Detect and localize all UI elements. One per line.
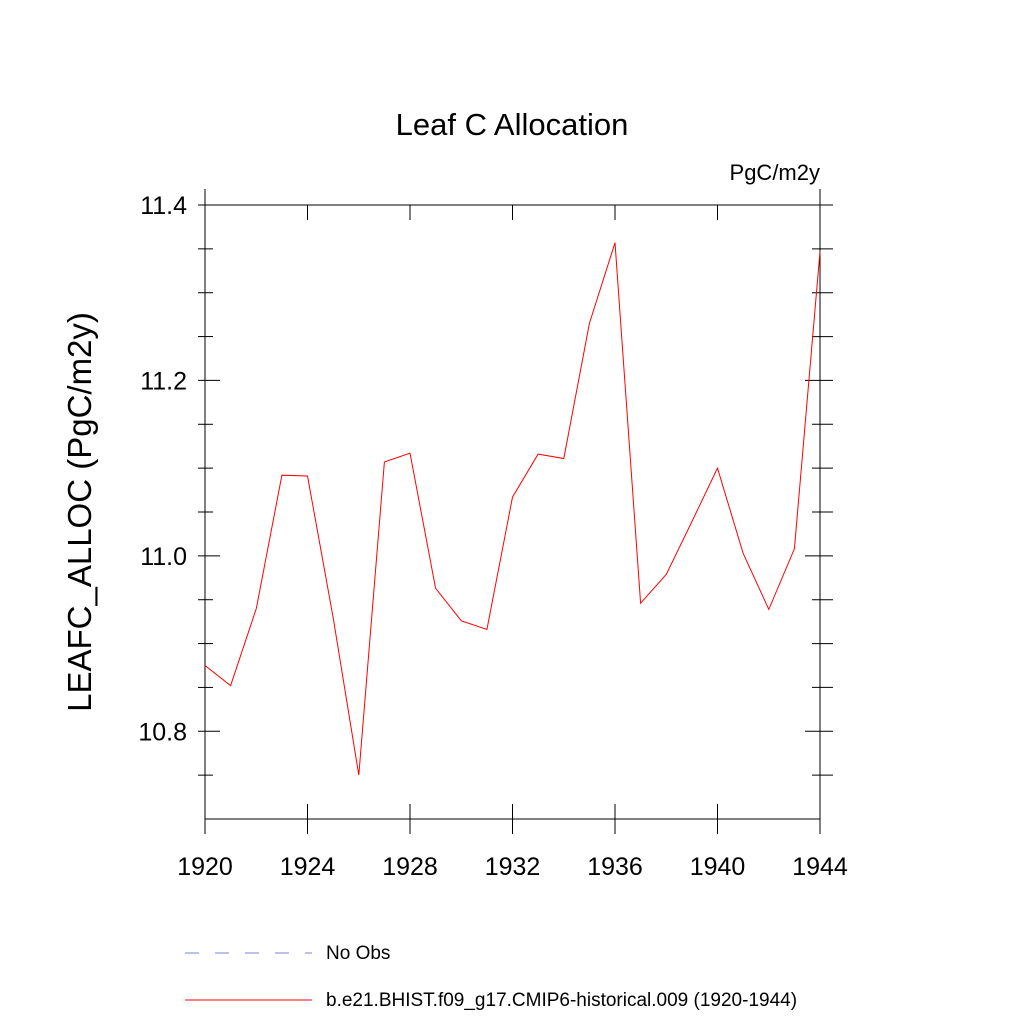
y-tick-labels: 10.8 11.0 11.2 11.4 [138, 192, 187, 746]
x-tick-label: 1920 [177, 853, 233, 881]
x-tick-label: 1924 [280, 853, 336, 881]
units-label: PgC/m2y [730, 160, 820, 185]
x-tick-label: 1944 [792, 853, 848, 881]
y-axis-label: LEAFC_ALLOC (PgC/m2y) [61, 312, 98, 712]
y-tick-label: 11.4 [140, 192, 187, 220]
y-axis-ticks [198, 189, 833, 776]
plot-frame [204, 204, 821, 820]
legend: No Obs b.e21.BHIST.f09_g17.CMIP6-histori… [185, 943, 797, 1011]
x-tick-labels: 1920 1924 1928 1932 1936 1940 1944 [177, 853, 848, 881]
y-tick-label: 10.8 [138, 718, 187, 746]
x-tick-label: 1936 [587, 853, 643, 881]
y-tick-label: 11.2 [140, 367, 187, 395]
x-tick-label: 1928 [382, 853, 438, 881]
x-axis-ticks [204, 205, 821, 834]
legend-label-model: b.e21.BHIST.f09_g17.CMIP6-historical.009… [326, 990, 797, 1011]
x-tick-label: 1932 [485, 853, 541, 881]
y-tick-label: 11.0 [140, 543, 187, 571]
series-line [204, 242, 821, 776]
x-tick-label: 1940 [690, 853, 746, 881]
chart-title: Leaf C Allocation [396, 107, 629, 142]
legend-label-no-obs: No Obs [326, 943, 390, 964]
series-layer [204, 242, 821, 776]
